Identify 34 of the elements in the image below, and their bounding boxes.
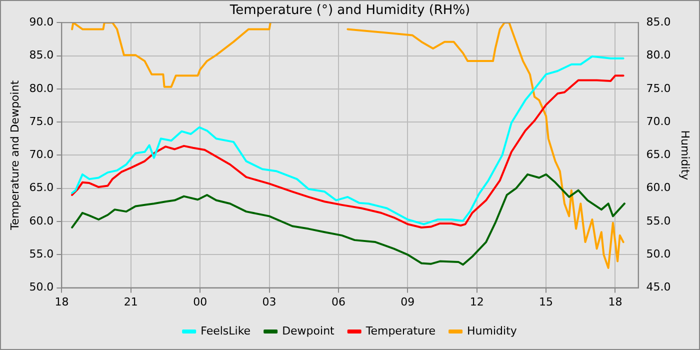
legend-label: FeelsLike xyxy=(200,324,251,338)
legend-label: Temperature xyxy=(364,324,436,338)
y-axis-title: Temperature and Dewpoint xyxy=(8,80,22,232)
y2-tick-label: 65.0 xyxy=(646,148,671,162)
y2-tick-label: 85.0 xyxy=(646,15,671,28)
y-tick-label: 85.0 xyxy=(29,48,54,62)
x-tick-label: 15 xyxy=(539,295,554,308)
y2-tick-label: 60.0 xyxy=(646,181,671,194)
y-tick-label: 55.0 xyxy=(29,248,54,261)
y2-axis-title: Humidity xyxy=(678,130,692,181)
y-tick-label: 75.0 xyxy=(29,114,54,128)
legend-label: Dewpoint xyxy=(282,324,336,338)
y2-tick-label: 80.0 xyxy=(646,48,671,62)
y-tick-label: 90.0 xyxy=(29,15,54,28)
y-tick-label: 50.0 xyxy=(29,280,54,294)
x-tick-label: 18 xyxy=(54,295,69,308)
x-tick-label: 12 xyxy=(470,295,484,308)
x-tick-label: 00 xyxy=(193,295,208,308)
y-tick-label: 60.0 xyxy=(29,214,54,228)
x-tick-label: 21 xyxy=(124,295,138,308)
x-tick-label: 09 xyxy=(400,295,415,308)
y-tick-label: 80.0 xyxy=(29,82,54,95)
y2-tick-label: 75.0 xyxy=(646,82,671,95)
y2-tick-label: 55.0 xyxy=(646,214,671,228)
x-tick-label: 03 xyxy=(262,295,276,308)
y2-tick-label: 45.0 xyxy=(646,280,671,294)
x-tick-label: 18 xyxy=(608,295,622,308)
x-tick-label: 06 xyxy=(331,295,346,308)
y-tick-label: 70.0 xyxy=(29,148,54,162)
y2-tick-label: 70.0 xyxy=(646,114,671,128)
legend-label: Humidity xyxy=(467,324,518,338)
chart-title: Temperature (°) and Humidity (RH%) xyxy=(228,3,470,18)
y-tick-label: 65.0 xyxy=(29,181,54,194)
y2-tick-label: 50.0 xyxy=(646,248,671,261)
